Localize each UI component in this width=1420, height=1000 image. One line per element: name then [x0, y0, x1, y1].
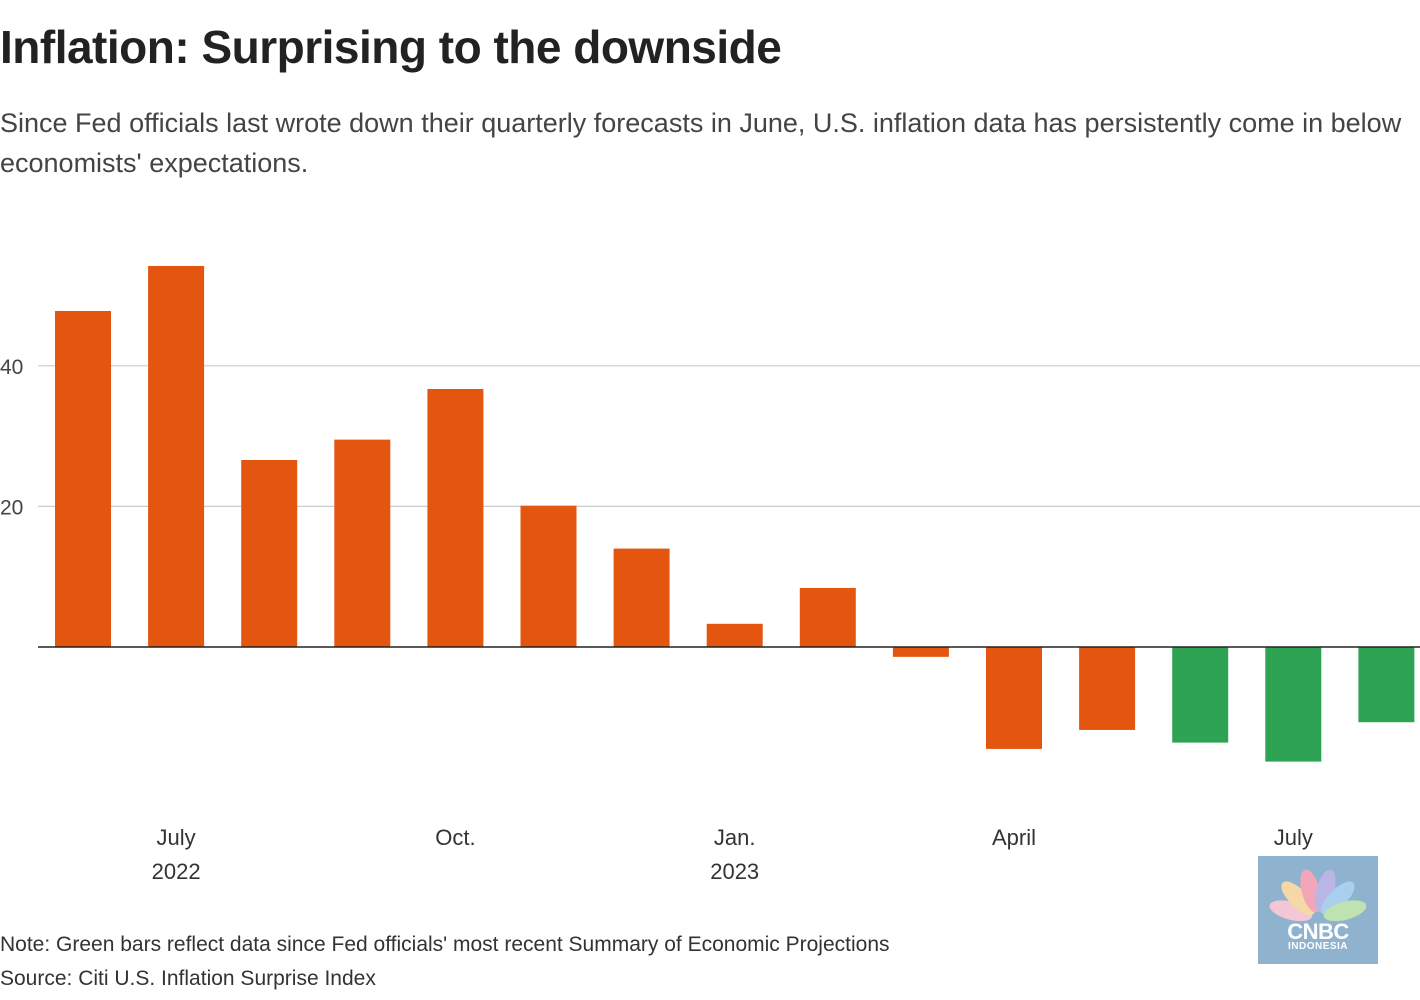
bar-sep-2022 [334, 439, 391, 647]
bar-jun-2023 [1172, 647, 1229, 743]
bar-may-2023 [1079, 647, 1136, 730]
x-tick-year-label: 2023 [710, 859, 759, 884]
chart-title: Inflation: Surprising to the downside [0, 21, 782, 73]
logo-subtext: INDONESIA [1287, 941, 1349, 952]
bar-nov-2022 [520, 505, 577, 647]
bars [55, 265, 1415, 762]
x-tick-label: July [157, 825, 196, 850]
bar-aug-2022 [241, 460, 298, 647]
x-tick-label: Oct. [435, 825, 475, 850]
peacock-icon [1269, 869, 1367, 922]
chart-subtitle: Since Fed officials last wrote down thei… [0, 108, 1402, 178]
logo-wordmark: CNBC [1287, 919, 1349, 944]
x-tick-year-label: 2022 [152, 859, 201, 884]
bar-oct-2022 [427, 388, 484, 647]
x-tick-label: April [992, 825, 1036, 850]
bar-mar-2023 [892, 647, 949, 657]
cnbc-indonesia-logo: CNBC INDONESIA [1258, 856, 1378, 964]
bar-feb-2023 [799, 587, 856, 647]
chart-note: Note: Green bars reflect data since Fed … [0, 933, 890, 956]
bar-aug-2023 [1358, 647, 1415, 723]
bar-jul-2023 [1265, 647, 1322, 762]
axes: 20 40 July 2022 Oct. Jan. 2023 April July [0, 356, 1420, 884]
x-tick-label: July [1274, 825, 1313, 850]
y-tick-label-40: 40 [0, 356, 23, 379]
bar-chart: 20 40 July 2022 Oct. Jan. 2023 April July [0, 265, 1420, 884]
x-tick-label: Jan. [714, 825, 756, 850]
chart-source: Source: Citi U.S. Inflation Surprise Ind… [0, 967, 376, 990]
bar-jun-2022 [55, 310, 111, 647]
bar-dec-2022 [613, 548, 670, 647]
y-tick-label-20: 20 [0, 496, 23, 519]
bar-apr-2023 [986, 647, 1042, 749]
bar-jul-2022 [148, 265, 205, 647]
bar-jan-2023 [706, 623, 763, 647]
